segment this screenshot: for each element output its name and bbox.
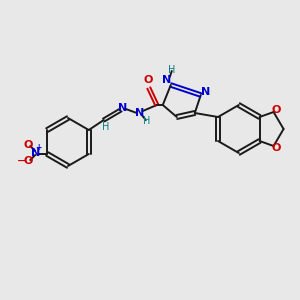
- Text: N: N: [162, 75, 171, 85]
- Text: N: N: [31, 148, 40, 158]
- Text: N: N: [118, 103, 128, 113]
- Text: O: O: [143, 75, 152, 85]
- Text: −: −: [16, 156, 26, 166]
- Text: O: O: [23, 156, 33, 166]
- Text: H: H: [143, 116, 151, 126]
- Text: H: H: [168, 65, 176, 75]
- Text: O: O: [272, 143, 281, 153]
- Text: O: O: [23, 140, 33, 150]
- Text: O: O: [272, 105, 281, 115]
- Text: +: +: [35, 143, 41, 152]
- Text: N: N: [135, 108, 144, 118]
- Text: H: H: [102, 122, 110, 132]
- Text: N: N: [201, 87, 210, 97]
